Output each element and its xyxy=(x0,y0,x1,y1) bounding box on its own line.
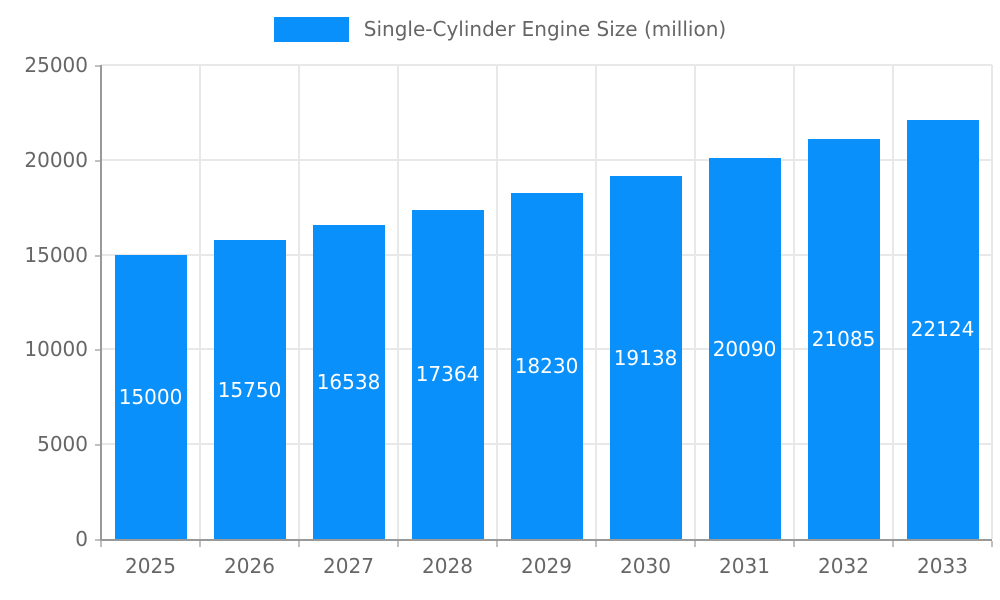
bar[interactable]: 17364 xyxy=(411,209,484,539)
y-tick xyxy=(95,254,101,257)
x-tick-label: 2032 xyxy=(818,554,869,578)
v-gridline xyxy=(991,65,993,539)
v-gridline xyxy=(595,65,597,539)
bar[interactable]: 22124 xyxy=(906,119,979,539)
bar[interactable]: 15750 xyxy=(213,240,286,539)
y-tick xyxy=(95,539,101,541)
bar[interactable]: 15000 xyxy=(114,254,187,539)
x-tick xyxy=(991,541,993,547)
bar[interactable]: 16538 xyxy=(312,225,385,539)
x-axis-line xyxy=(100,539,992,541)
x-tick-label: 2025 xyxy=(125,554,176,578)
plot-area: 15000 15750 16538 17364 18230 19138 20090 21085… xyxy=(101,64,993,539)
bar-value-label: 20090 xyxy=(712,336,777,361)
y-tick-label: 15000 xyxy=(24,242,88,267)
v-gridline xyxy=(397,65,399,539)
h-gridline xyxy=(101,158,992,161)
bar[interactable]: 19138 xyxy=(609,176,682,539)
x-tick-label: 2027 xyxy=(323,554,374,578)
v-gridline xyxy=(694,65,696,539)
v-gridline xyxy=(793,65,795,539)
x-tick xyxy=(397,541,399,547)
x-tick-label: 2028 xyxy=(422,554,473,578)
v-gridline xyxy=(298,65,300,539)
x-tick-label: 2029 xyxy=(521,554,572,578)
v-gridline xyxy=(496,65,498,539)
bar[interactable]: 18230 xyxy=(510,193,583,539)
v-gridline xyxy=(199,65,201,539)
y-tick xyxy=(95,65,101,67)
bar[interactable]: 21085 xyxy=(807,139,880,539)
bar-value-label: 21085 xyxy=(811,327,876,352)
x-tick xyxy=(100,541,102,547)
x-tick-label: 2026 xyxy=(224,554,275,578)
y-tick xyxy=(95,444,101,447)
x-tick xyxy=(496,541,498,547)
y-tick-label: 20000 xyxy=(24,147,88,172)
y-axis-labels: 0 5000 10000 15000 20000 25000 xyxy=(0,53,88,551)
h-gridline xyxy=(101,64,992,66)
y-tick-label: 25000 xyxy=(24,53,88,77)
x-axis-labels: 2025 2026 2027 2028 2029 2030 2031 2032 2033 xyxy=(101,553,992,579)
legend-item[interactable]: Single-Cylinder Engine Size (million) xyxy=(0,16,1000,43)
legend-label: Single-Cylinder Engine Size (million) xyxy=(363,17,727,41)
bar-value-label: 19138 xyxy=(613,345,678,370)
legend-swatch xyxy=(273,17,349,42)
y-tick xyxy=(95,159,101,162)
x-tick xyxy=(199,541,201,547)
bar-value-label: 17364 xyxy=(415,362,480,387)
x-axis-ticks xyxy=(100,541,993,547)
y-tick-label: 0 xyxy=(75,527,88,551)
x-tick-label: 2031 xyxy=(719,554,770,578)
x-tick xyxy=(595,541,597,547)
x-tick xyxy=(298,541,300,547)
bar-value-label: 22124 xyxy=(910,317,975,342)
v-gridline xyxy=(892,65,894,539)
bar-value-label: 16538 xyxy=(316,370,381,395)
y-tick-label: 10000 xyxy=(24,337,88,362)
y-axis-ticks xyxy=(95,65,101,541)
x-tick-label: 2033 xyxy=(917,554,968,578)
x-tick xyxy=(793,541,795,547)
bar[interactable]: 20090 xyxy=(708,158,781,539)
bar-value-label: 15000 xyxy=(118,384,183,409)
x-tick xyxy=(694,541,696,547)
y-axis-line xyxy=(100,65,102,541)
bar-value-label: 15750 xyxy=(217,377,282,402)
bar-value-label: 18230 xyxy=(514,354,579,379)
y-tick-label: 5000 xyxy=(37,432,88,457)
x-tick-label: 2030 xyxy=(620,554,671,578)
y-tick xyxy=(95,349,101,352)
x-tick xyxy=(892,541,894,547)
